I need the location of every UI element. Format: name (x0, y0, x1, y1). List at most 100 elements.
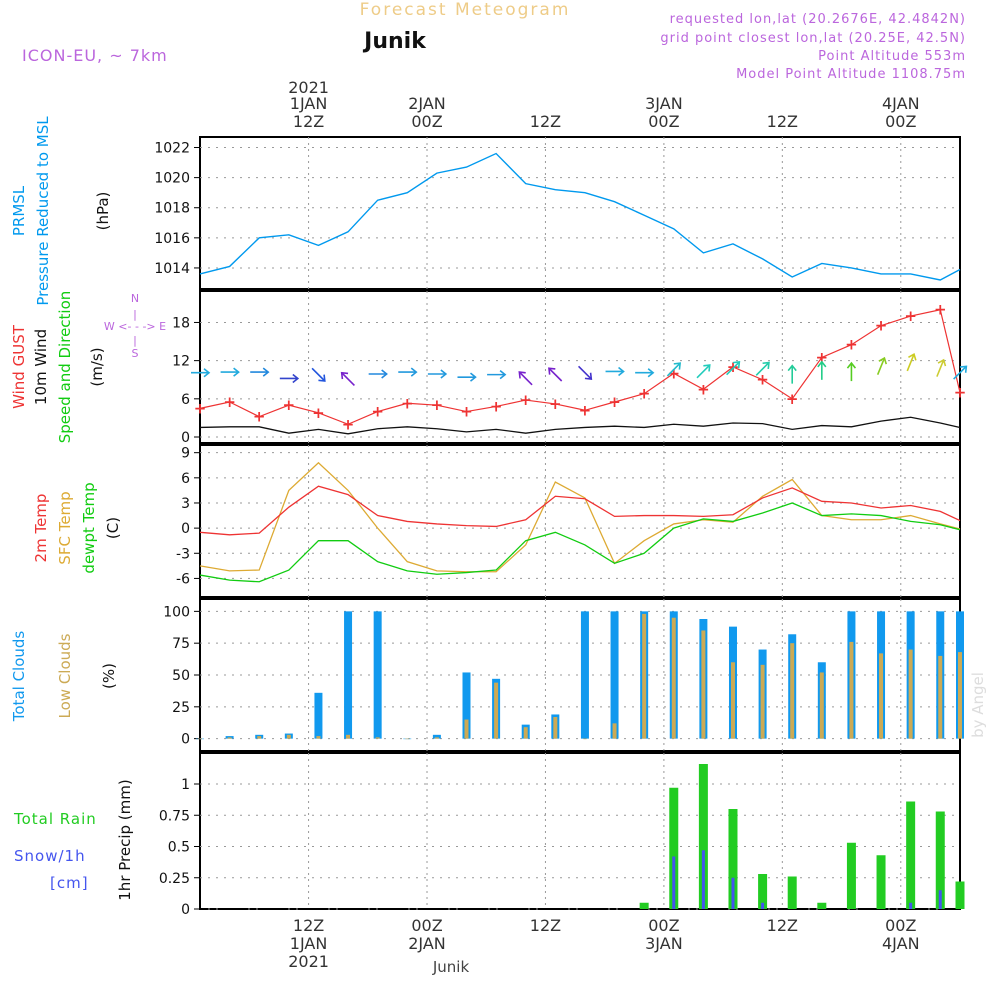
low-cloud-bar (760, 664, 765, 739)
wind-arrow-head (440, 369, 448, 379)
compass-icon: N|W <- - -> E|S (104, 292, 166, 360)
wind-speed-line (199, 416, 961, 435)
gust-marker: + (283, 396, 296, 414)
top-tick-label: 1JAN (290, 94, 328, 113)
wind-arrow-head (292, 373, 300, 384)
wind-panel: 0 6 12 18 (172, 290, 961, 446)
wind-label-speed: Speed and Direction (56, 291, 74, 444)
low-cloud-bar (434, 737, 439, 739)
gust-marker: + (954, 383, 967, 401)
bottom-tick-label: 3JAN (645, 934, 683, 953)
wind-arrow-head (518, 371, 526, 379)
wind-arrow-head (233, 367, 240, 377)
top-tick-label: 00Z (885, 112, 916, 131)
wind-arrow-head (499, 370, 507, 380)
total-cloud-bar (462, 672, 471, 739)
wind-arrow (398, 367, 418, 377)
top-tick-label: 2JAN (408, 94, 446, 113)
gust-marker: + (904, 307, 917, 325)
gust-marker: + (401, 394, 414, 412)
gust-marker: + (934, 301, 947, 319)
wind-arrow-head (817, 360, 827, 368)
snow-bar (938, 890, 942, 909)
temp-ytick-label: 6 (181, 471, 190, 487)
wind-arrow-shaft (666, 362, 681, 377)
wind-arrow (191, 368, 211, 378)
clouds-unit: (%) (100, 663, 118, 689)
wind-arrow (755, 361, 770, 376)
rain-bar (728, 809, 738, 909)
low-cloud-bar (405, 738, 410, 740)
gust-marker: + (756, 371, 769, 389)
clouds-ytick-label: 0 (181, 732, 190, 748)
temp-ytick-label: 0 (181, 521, 190, 537)
wind-arrow-shaft (876, 357, 886, 376)
precip-ytick-label: 1 (181, 777, 190, 793)
bottom-tick-label: 00Z (411, 916, 442, 935)
wind-arrow (487, 370, 507, 380)
clouds-label-low: Low Clouds (56, 633, 74, 718)
wind-arrow (666, 362, 682, 377)
precip-panel: 0 0.25 0.5 0.75 1 (159, 752, 961, 918)
wind-arrow-shaft (518, 371, 533, 386)
wind-arrow (605, 366, 625, 377)
rain-bar (906, 801, 916, 909)
wind-arrow-shaft (311, 367, 326, 382)
wind-arrow-head (762, 361, 770, 369)
precip-ytick-label: 0.25 (159, 871, 190, 887)
wind-arrow-head (846, 361, 857, 369)
rain-bar (876, 855, 886, 909)
low-cloud-bar (523, 727, 528, 739)
gust-marker: + (697, 380, 710, 398)
low-cloud-bar (642, 613, 647, 739)
wind-arrow-head (584, 372, 593, 380)
rain-bar (669, 787, 679, 909)
low-cloud-bar (464, 719, 469, 739)
top-tick-label: 12Z (530, 112, 561, 131)
gust-marker: + (223, 393, 236, 411)
top-tick-label: 12Z (767, 112, 798, 131)
snow-bar (761, 902, 765, 909)
low-cloud-bar (286, 734, 291, 739)
dewpt-line (199, 502, 961, 583)
watermark: by Angel (969, 672, 987, 738)
wind-arrow-head (262, 367, 270, 377)
low-cloud-bar (701, 630, 706, 739)
point-altitude: Point Altitude 553m (818, 49, 966, 64)
bottom-tick-label: 2021 (288, 952, 329, 971)
wind-arrow-shaft (726, 361, 740, 376)
low-cloud-bar (849, 641, 854, 739)
temp-label-2m: 2m Temp (32, 494, 50, 563)
precip-label-cm: [cm] (50, 874, 89, 892)
wind-arrow (817, 360, 827, 380)
pressure-unit: (hPa) (94, 192, 112, 231)
rain-bar (698, 764, 708, 909)
wind-arrow (250, 367, 270, 377)
wind-arrow (906, 353, 917, 372)
gust-marker: + (253, 408, 266, 426)
gust-marker: + (786, 390, 799, 408)
wind-arrow-head (203, 368, 211, 378)
t2m-line (199, 485, 961, 536)
low-cloud-bar (938, 655, 943, 739)
low-cloud-bar (730, 662, 735, 739)
low-cloud-bar (553, 717, 558, 739)
wind-arrow (311, 367, 326, 382)
pressure-ytick-label: 1016 (154, 231, 190, 247)
wind-arrow-shaft (578, 365, 592, 380)
compass-stem: | (133, 308, 137, 321)
wind-arrow (696, 364, 711, 379)
wind-arrow-head (787, 364, 797, 372)
gust-marker: + (431, 396, 444, 414)
precip-frame (199, 752, 961, 910)
wind-arrow (340, 371, 355, 387)
pressure-panel: 1014 1016 1018 1020 1022 (154, 136, 961, 290)
wind-arrow-shaft (696, 364, 711, 379)
clouds-ytick-label: 75 (172, 636, 190, 652)
wind-arrow-head (908, 353, 917, 361)
wind-arrow-shaft (906, 353, 915, 372)
total-cloud-bar (314, 692, 323, 739)
gust-marker: + (312, 404, 325, 422)
wind-arrow-shaft (936, 359, 945, 377)
